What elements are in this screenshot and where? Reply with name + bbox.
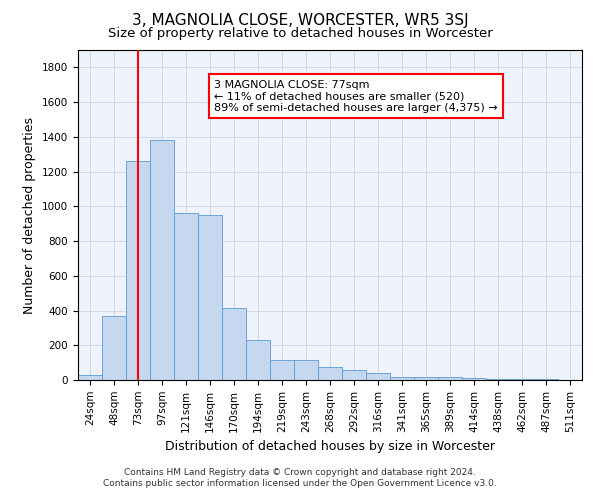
Y-axis label: Number of detached properties: Number of detached properties	[23, 116, 37, 314]
Bar	[366, 373, 390, 380]
Bar	[270, 360, 294, 380]
Bar	[222, 308, 246, 380]
Bar	[294, 360, 318, 380]
Bar	[510, 379, 534, 380]
Bar	[102, 316, 126, 380]
Text: Contains HM Land Registry data © Crown copyright and database right 2024.
Contai: Contains HM Land Registry data © Crown c…	[103, 468, 497, 487]
Bar	[534, 379, 558, 380]
Bar	[390, 376, 414, 380]
Bar	[78, 375, 102, 380]
Bar	[414, 376, 438, 380]
Bar	[246, 340, 270, 380]
Bar	[198, 215, 222, 380]
Bar	[438, 376, 462, 380]
Bar	[342, 370, 366, 380]
Bar	[174, 214, 198, 380]
Text: 3, MAGNOLIA CLOSE, WORCESTER, WR5 3SJ: 3, MAGNOLIA CLOSE, WORCESTER, WR5 3SJ	[131, 12, 469, 28]
Bar	[318, 367, 342, 380]
Bar	[486, 379, 510, 380]
Bar	[462, 378, 486, 380]
X-axis label: Distribution of detached houses by size in Worcester: Distribution of detached houses by size …	[165, 440, 495, 453]
Text: Size of property relative to detached houses in Worcester: Size of property relative to detached ho…	[107, 28, 493, 40]
Bar	[126, 161, 150, 380]
Text: 3 MAGNOLIA CLOSE: 77sqm
← 11% of detached houses are smaller (520)
89% of semi-d: 3 MAGNOLIA CLOSE: 77sqm ← 11% of detache…	[214, 80, 498, 113]
Bar	[150, 140, 174, 380]
